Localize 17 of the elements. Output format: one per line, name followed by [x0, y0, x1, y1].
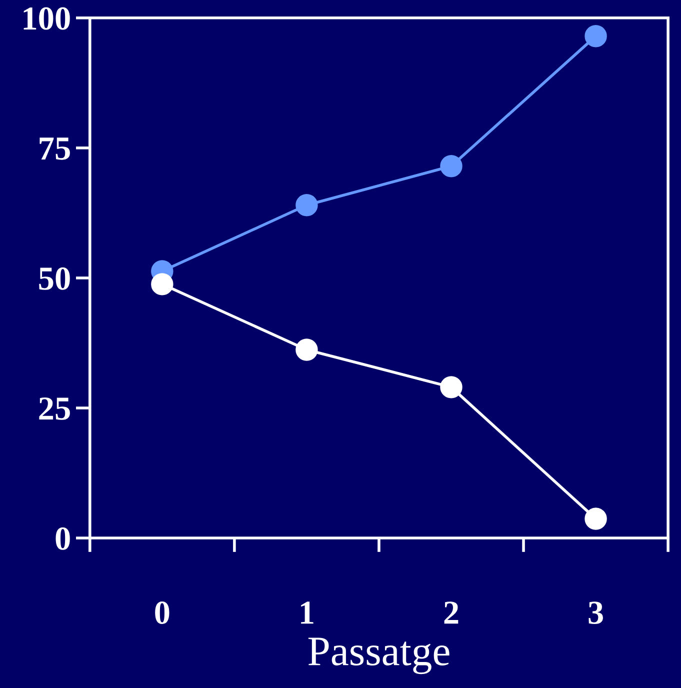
x-tick-label: 1: [301, 602, 314, 624]
y-tick-label: 100: [24, 7, 70, 30]
point: [151, 273, 174, 296]
x-tick-label: 0: [155, 601, 170, 624]
y-tick-label: 50: [39, 267, 70, 290]
y-tick-label: 25: [39, 397, 70, 420]
point: [584, 508, 607, 530]
point: [584, 24, 607, 48]
y-tick-label: 75: [40, 138, 70, 160]
x-axis-title: Passatge: [308, 638, 450, 674]
point: [440, 376, 462, 398]
x-tick-label: 3: [588, 602, 603, 624]
x-tick-label: 2: [444, 602, 458, 624]
point: [296, 338, 318, 361]
point: [296, 194, 318, 216]
y-tick-label: 0: [56, 527, 70, 550]
point: [440, 155, 462, 178]
